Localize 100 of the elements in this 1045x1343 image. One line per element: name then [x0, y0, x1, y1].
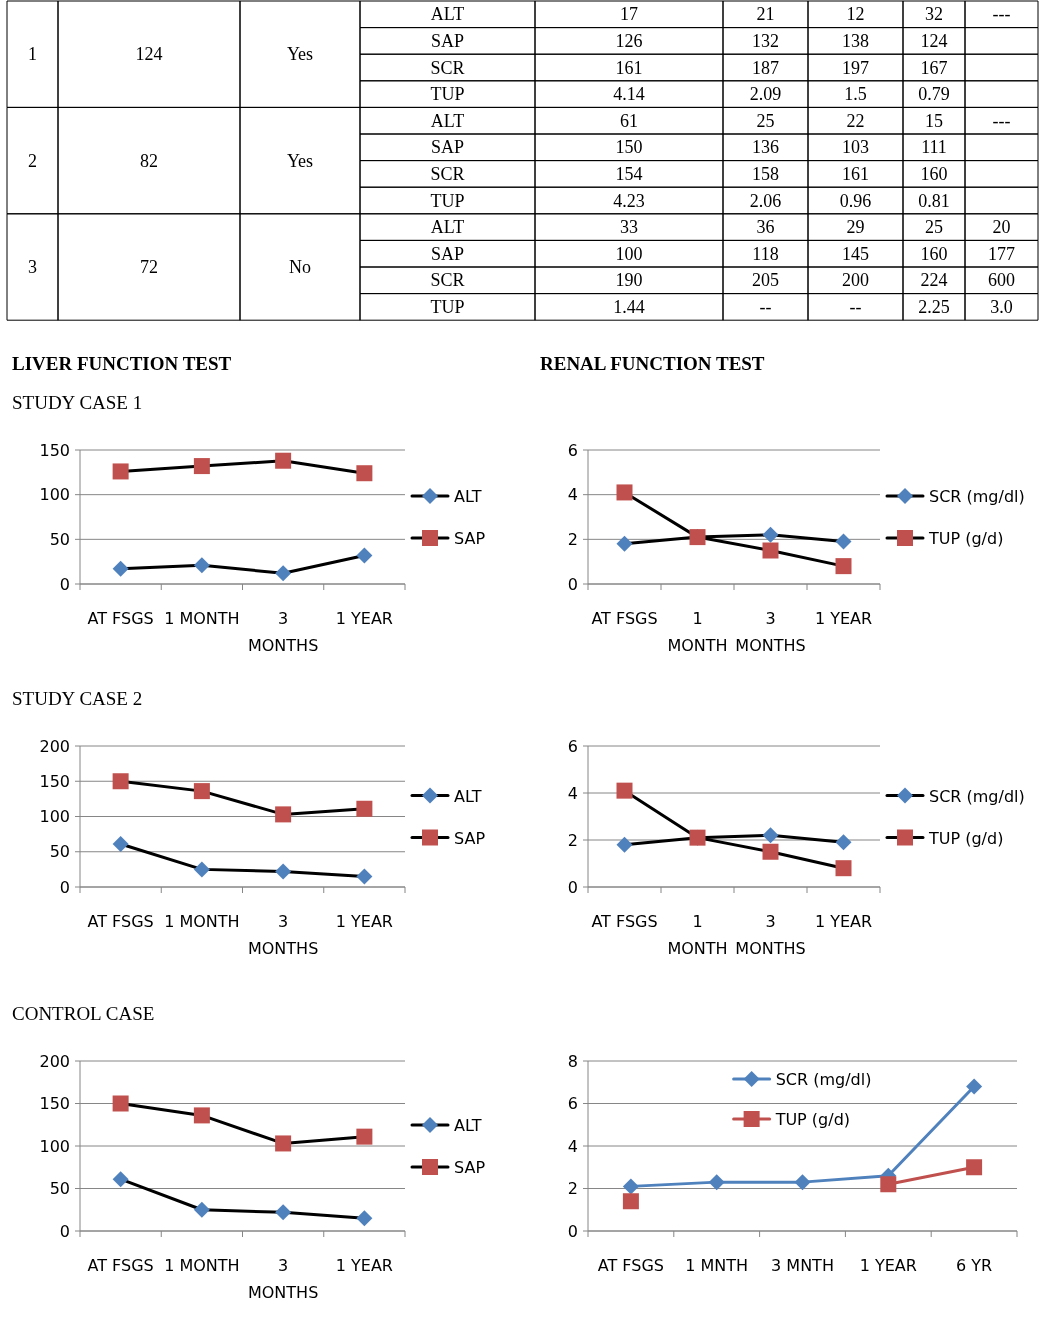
- x-tick-label: AT FSGS: [597, 1256, 664, 1275]
- y-tick-label: 8: [567, 1051, 578, 1071]
- point: [616, 484, 633, 501]
- legend-label: SCR (mg/dl): [929, 486, 1025, 506]
- text: ---: [992, 4, 1011, 25]
- text: 160: [920, 163, 948, 184]
- text: --: [759, 296, 772, 317]
- x-tick-label: AT FSGS: [87, 912, 154, 931]
- point: [616, 836, 633, 853]
- text: SAP: [430, 30, 465, 51]
- x-tick-label: 3 MONTHS: [247, 609, 319, 655]
- text: Yes: [286, 150, 314, 171]
- x-tick-label: 3 MNTH: [771, 1256, 834, 1275]
- point: [835, 834, 852, 851]
- point: [622, 1193, 639, 1210]
- point: [762, 526, 779, 543]
- text: TUP: [430, 296, 465, 317]
- legend-label: SAP: [454, 528, 486, 548]
- text: 161: [615, 57, 643, 78]
- y-tick-label: 4: [567, 485, 578, 505]
- text: 600: [988, 270, 1015, 291]
- point: [835, 558, 852, 575]
- chart-subtitle: STUDY CASE 1: [12, 392, 143, 413]
- point: [275, 806, 292, 823]
- y-tick-label: 2: [567, 529, 578, 549]
- text: 118: [752, 243, 779, 264]
- text: 103: [842, 137, 869, 158]
- text: 15: [925, 110, 943, 131]
- legend-label: TUP (g/d): [774, 1109, 851, 1129]
- point: [356, 1210, 373, 1227]
- text: 3.0: [990, 296, 1013, 317]
- text: 82: [140, 150, 158, 171]
- text: 21: [756, 4, 775, 25]
- text: ALT: [430, 110, 465, 131]
- x-tick-label: 1 MONTH: [667, 609, 728, 655]
- text: SCR: [430, 163, 465, 184]
- text: 1: [28, 44, 37, 65]
- point: [193, 458, 210, 475]
- text: 145: [842, 243, 869, 264]
- text: ALT: [430, 217, 465, 238]
- legend-label: SCR (mg/dl): [929, 786, 1025, 805]
- text: 1.5: [844, 84, 867, 105]
- x-tick-label: 3 MONTHS: [247, 912, 319, 958]
- point: [356, 465, 373, 482]
- chart-title: LIVER FUNCTION TEST: [12, 353, 232, 374]
- text: ALT: [430, 4, 465, 25]
- text: 205: [752, 270, 779, 291]
- text: 200: [842, 270, 869, 291]
- legend-label: ALT: [454, 786, 482, 805]
- text: 158: [752, 163, 779, 184]
- point: [112, 836, 129, 852]
- x-tick-label: AT FSGS: [591, 912, 658, 931]
- text: Yes: [286, 44, 314, 65]
- legend-label: ALT: [454, 1115, 482, 1135]
- text: SCR: [430, 57, 465, 78]
- text: 32: [925, 4, 943, 25]
- y-tick-label: 50: [49, 842, 70, 862]
- y-tick-label: 0: [59, 574, 70, 594]
- text: 29: [846, 217, 865, 238]
- point: [193, 557, 210, 574]
- x-tick-label: 3 MONTHS: [735, 609, 806, 655]
- point: [275, 1204, 292, 1221]
- point: [762, 827, 779, 844]
- text: 25: [925, 217, 943, 238]
- y-tick-label: 100: [39, 485, 70, 505]
- y-tick-label: 4: [567, 783, 578, 803]
- text: No: [289, 257, 311, 277]
- point: [616, 782, 633, 799]
- point: [356, 868, 373, 885]
- x-tick-label: 1 MONTH: [164, 912, 240, 931]
- text: TUP: [430, 190, 465, 211]
- text: 0.81: [918, 190, 950, 211]
- x-tick-label: 1 MONTH: [667, 912, 728, 958]
- point: [193, 1201, 210, 1218]
- y-tick-label: 6: [567, 1094, 578, 1113]
- point: [835, 533, 852, 550]
- text: 33: [620, 217, 638, 238]
- point: [275, 452, 292, 469]
- text: 138: [842, 30, 869, 51]
- point: [762, 843, 779, 860]
- y-tick-label: 150: [39, 771, 70, 791]
- x-tick-label: AT FSGS: [87, 609, 154, 628]
- x-tick-label: 1 MNTH: [685, 1256, 749, 1275]
- text: 187: [752, 57, 779, 78]
- point: [193, 783, 210, 800]
- text: 72: [140, 257, 158, 277]
- text: 1.44: [613, 296, 645, 317]
- point: [835, 860, 852, 877]
- point: [275, 1135, 292, 1152]
- point: [275, 863, 292, 880]
- text: 20: [992, 217, 1011, 238]
- chart-subtitle: CONTROL CASE: [12, 1003, 155, 1024]
- point: [356, 547, 373, 564]
- point: [275, 565, 292, 582]
- legend-label: ALT: [454, 486, 482, 506]
- legend-label: TUP (g/d): [928, 528, 1004, 548]
- x-tick-label: 1 YEAR: [335, 609, 393, 628]
- x-tick-label: 1 YEAR: [814, 609, 873, 628]
- x-tick-label: AT FSGS: [591, 609, 658, 628]
- y-tick-label: 100: [39, 1136, 70, 1156]
